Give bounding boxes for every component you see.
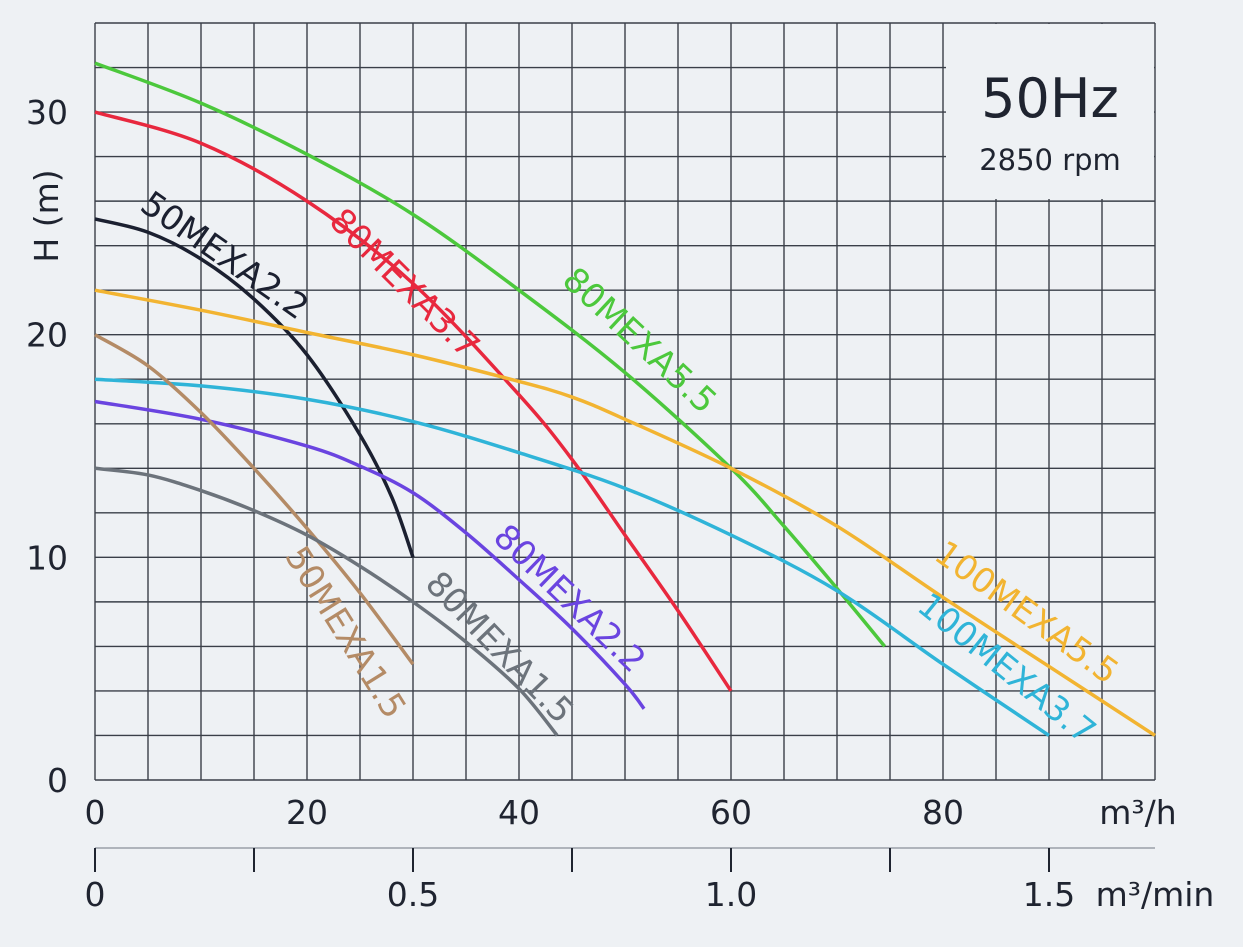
secondary-x-tick-label: 1.0: [705, 875, 757, 914]
curve-80mexa2-2: [94, 399, 646, 710]
y-axis-label: H (m): [27, 169, 66, 262]
curve-80mexa1-5: [94, 466, 559, 737]
x-tick-label: 80: [922, 793, 964, 832]
curve-80mexa3-7: [94, 110, 733, 692]
x-tick-label: 40: [498, 793, 540, 832]
y-tick-label: 10: [26, 538, 68, 577]
frequency-box: [946, 24, 1154, 199]
x-tick-label: 20: [286, 793, 328, 832]
y-tick-label: 0: [47, 761, 68, 800]
curve-label: 80MEXA5.5: [554, 260, 724, 422]
curves: [94, 61, 1156, 737]
curve-label: 50MEXA2.2: [133, 184, 315, 328]
curve-50mexa2-2: [94, 217, 415, 558]
curve-100mexa5-5: [94, 288, 1156, 737]
curve-100mexa3-7: [94, 377, 1050, 737]
x-tick-label: 0: [85, 793, 106, 832]
secondary-x-tick-label: 0: [85, 875, 106, 914]
chart-title: 50Hz: [981, 67, 1119, 130]
x-axis-label: m³/h: [1099, 793, 1176, 832]
curve-50mexa1-5: [94, 333, 415, 666]
secondary-x-tick-label: 1.5: [1023, 875, 1075, 914]
chart-subtitle: 2850 rpm: [979, 143, 1121, 177]
curve-label: 50MEXA1.5: [277, 539, 414, 725]
y-tick-label: 20: [26, 316, 68, 355]
curve-80mexa5-5: [94, 61, 887, 648]
y-tick-label: 30: [26, 93, 68, 132]
x-tick-label: 60: [710, 793, 752, 832]
secondary-x-axis-label: m³/min: [1096, 875, 1215, 914]
secondary-x-tick-label: 0.5: [387, 875, 439, 914]
axes: 0 20 40 60 80 0 10 20 30 0 0.5 1.0 1.5: [26, 93, 1155, 914]
